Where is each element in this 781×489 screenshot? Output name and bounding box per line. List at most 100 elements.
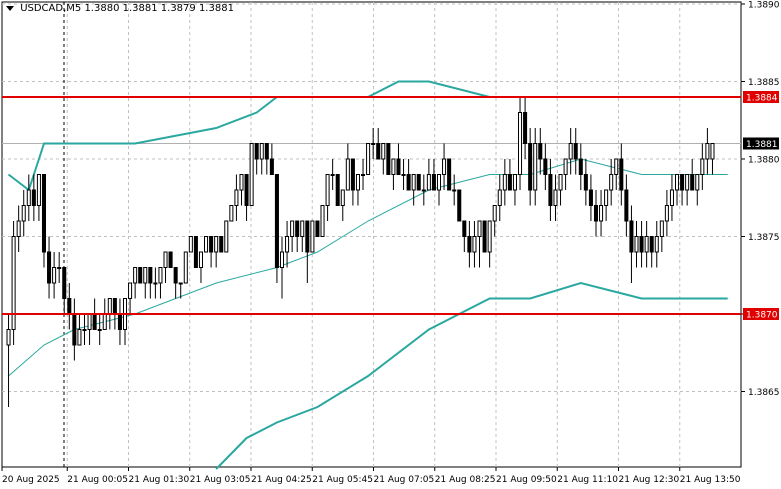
candle-body: [355, 174, 360, 191]
candle-body: [573, 143, 578, 160]
x-tick-label: 21 Aug 00:05: [67, 475, 128, 485]
plot-area: [1, 1, 742, 468]
candle-body: [97, 329, 102, 331]
candle-body: [47, 251, 52, 284]
candle-body: [254, 143, 259, 160]
candle-body: [295, 220, 300, 237]
candle-body: [361, 174, 366, 176]
x-tick-label: 21 Aug 08:25: [435, 475, 496, 485]
candle-body: [421, 189, 426, 192]
candle-body: [143, 267, 148, 284]
candle-body: [588, 189, 593, 206]
candle-body: [659, 220, 664, 237]
candle-body: [274, 174, 279, 268]
candle-body: [583, 174, 588, 191]
candle-body: [315, 220, 320, 237]
x-tick-label: 21 Aug 04:25: [251, 475, 312, 485]
candle-body: [335, 174, 340, 206]
candle-body: [330, 174, 335, 176]
candle-body: [188, 236, 193, 253]
candle-body: [62, 267, 67, 299]
candle-body: [447, 158, 452, 191]
candle-body: [31, 189, 36, 206]
candle-body: [502, 174, 507, 191]
candle-body: [102, 313, 107, 330]
candle-body: [548, 174, 553, 206]
candle-body: [482, 220, 487, 253]
candle-body: [543, 158, 548, 175]
candle-body: [639, 236, 644, 253]
candle-body: [690, 174, 695, 191]
candle-body: [112, 298, 117, 315]
candle-body: [128, 282, 133, 299]
candle-body: [669, 189, 674, 206]
candle-body: [401, 174, 406, 176]
candle-body: [376, 143, 381, 160]
candle-body: [700, 158, 705, 175]
candle-body: [604, 189, 609, 206]
candle-body: [644, 236, 649, 253]
candle-body: [457, 189, 462, 222]
candle-body: [41, 174, 47, 253]
candle-body: [209, 236, 214, 253]
candle-body: [249, 143, 254, 206]
candle-body: [634, 236, 639, 253]
x-tick-label: 21 Aug 05:45: [312, 475, 373, 485]
candle-body: [340, 189, 345, 206]
candle-body: [619, 158, 624, 191]
candle-body: [649, 236, 654, 253]
candle-body: [36, 174, 41, 206]
candle-body: [462, 220, 467, 237]
candle-body: [269, 158, 274, 175]
candle-body: [138, 267, 143, 284]
candle-body: [386, 143, 391, 175]
candle-body: [695, 174, 700, 191]
candle-body: [705, 143, 710, 160]
candle-body: [371, 143, 376, 145]
candle-body: [538, 143, 543, 160]
candle-body: [578, 158, 583, 175]
candle-body: [259, 143, 264, 160]
candle-body: [148, 267, 153, 284]
candle-body: [183, 251, 188, 284]
candle-body: [92, 313, 97, 330]
candle-body: [563, 158, 568, 175]
candle-body: [178, 282, 183, 285]
candle-body: [21, 205, 26, 222]
candle-body: [477, 220, 482, 237]
candle-body: [219, 236, 224, 253]
candle-body: [264, 143, 269, 160]
candle-body: [6, 329, 11, 346]
dropdown-triangle-icon[interactable]: [6, 5, 14, 11]
candle-body: [654, 236, 659, 253]
candle-body: [411, 174, 416, 191]
candle-body: [168, 251, 173, 268]
candle-body: [234, 189, 239, 206]
candle-body: [117, 313, 122, 330]
y-tick-label: 1.3880: [748, 156, 780, 166]
candle-body: [467, 236, 472, 253]
candle-body: [16, 220, 21, 237]
candle-body: [350, 158, 355, 191]
chart-header: USDCAD,M5 1.3880 1.3881 1.3879 1.3881: [6, 3, 234, 14]
x-tick-label: 21 Aug 01:30: [129, 475, 190, 485]
candle-body: [472, 236, 477, 253]
x-tick-label: 21 Aug 12:30: [619, 475, 680, 485]
candle-body: [239, 174, 244, 191]
candle-body: [158, 267, 163, 284]
symbol-label: USDCAD,M5: [20, 3, 82, 14]
candle-body: [664, 205, 669, 222]
candle-body: [518, 112, 523, 175]
candle-body: [674, 174, 680, 191]
candle-body: [285, 236, 290, 253]
candle-body: [198, 251, 203, 268]
candle-body: [391, 158, 396, 175]
x-tick-label: 21 Aug 03:05: [190, 475, 251, 485]
candle-body: [568, 143, 573, 160]
y-tick-label: 1.3865: [748, 388, 780, 398]
candle-body: [609, 174, 614, 191]
candle-body: [599, 205, 604, 222]
candle-body: [310, 220, 315, 253]
